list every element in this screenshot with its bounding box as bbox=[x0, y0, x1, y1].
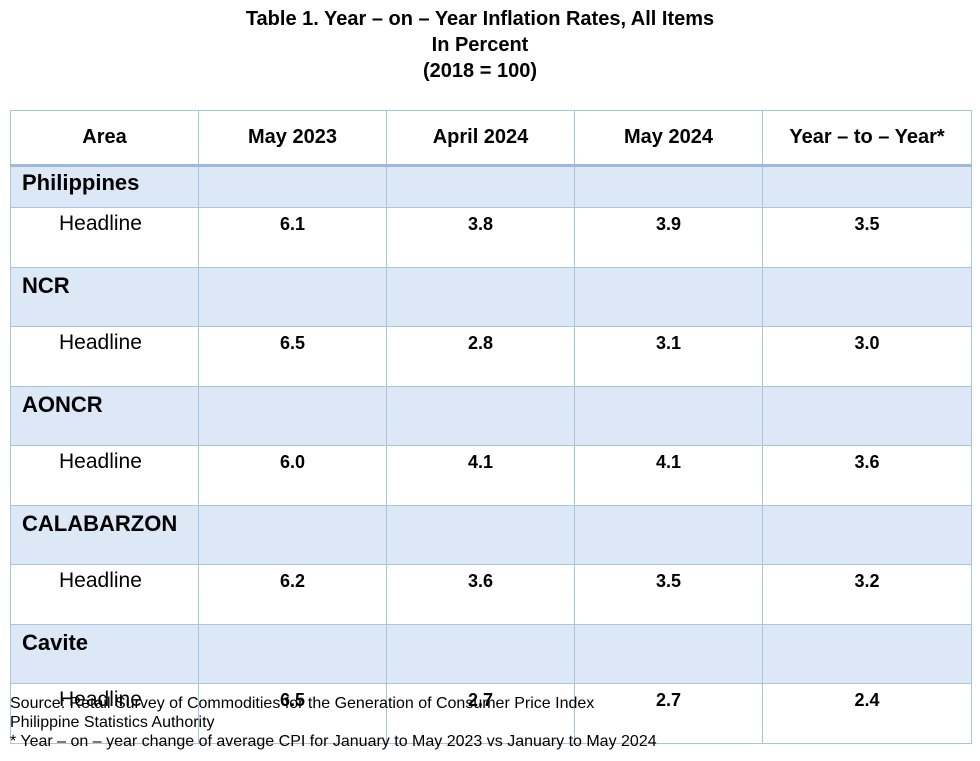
headline-row-ncr: Headline 6.5 2.8 3.1 3.0 bbox=[10, 326, 972, 387]
empty-cell bbox=[198, 165, 387, 208]
value-may-2023: 6.2 bbox=[198, 564, 387, 625]
empty-cell bbox=[762, 505, 972, 565]
table-notes: Source: Retail Survey of Commodities for… bbox=[10, 694, 657, 751]
empty-cell bbox=[386, 267, 575, 327]
region-row-calabarzon: CALABARZON bbox=[10, 505, 972, 565]
value-april-2024: 2.8 bbox=[386, 326, 575, 387]
region-name: AONCR bbox=[10, 386, 199, 446]
headline-label: Headline bbox=[10, 326, 199, 387]
empty-cell bbox=[762, 267, 972, 327]
headline-row-calabarzon: Headline 6.2 3.6 3.5 3.2 bbox=[10, 564, 972, 625]
value-may-2024: 3.9 bbox=[574, 207, 763, 268]
empty-cell bbox=[574, 386, 763, 446]
value-may-2023: 6.5 bbox=[198, 326, 387, 387]
headline-label: Headline bbox=[10, 564, 199, 625]
title-line-3: (2018 = 100) bbox=[423, 60, 537, 82]
headline-label: Headline bbox=[10, 207, 199, 268]
value-year-to-year: 3.6 bbox=[762, 445, 972, 506]
title-line-1: Table 1. Year – on – Year Inflation Rate… bbox=[245, 8, 715, 30]
title-line-2: In Percent bbox=[431, 34, 529, 56]
header-row: Area May 2023 April 2024 May 2024 Year –… bbox=[10, 110, 972, 167]
region-name: Philippines bbox=[10, 165, 199, 208]
empty-cell bbox=[386, 165, 575, 208]
empty-cell bbox=[574, 267, 763, 327]
footnote: * Year – on – year change of average CPI… bbox=[10, 733, 657, 750]
region-row-cavite: Cavite bbox=[10, 624, 972, 684]
source-note: Source: Retail Survey of Commodities for… bbox=[10, 695, 595, 712]
region-row-ncr: NCR bbox=[10, 267, 972, 327]
headline-row-cavite: Headline 6.5 2.7 2.7 2.4 bbox=[10, 683, 972, 744]
value-april-2024: 3.6 bbox=[386, 564, 575, 625]
value-april-2024: 3.8 bbox=[386, 207, 575, 268]
value-may-2024: 3.1 bbox=[574, 326, 763, 387]
header-may-2024: May 2024 bbox=[574, 110, 763, 167]
value-april-2024: 4.1 bbox=[386, 445, 575, 506]
region-row-philippines: Philippines bbox=[10, 165, 972, 208]
empty-cell bbox=[386, 505, 575, 565]
empty-cell bbox=[198, 267, 387, 327]
value-may-2023: 6.1 bbox=[198, 207, 387, 268]
empty-cell bbox=[198, 505, 387, 565]
headline-label: Headline bbox=[10, 683, 199, 744]
empty-cell bbox=[386, 624, 575, 684]
authority-note: Philippine Statistics Authority bbox=[10, 714, 215, 731]
value-year-to-year: 2.4 bbox=[762, 683, 972, 744]
header-may-2023: May 2023 bbox=[198, 110, 387, 167]
value-year-to-year: 3.2 bbox=[762, 564, 972, 625]
value-may-2024: 3.5 bbox=[574, 564, 763, 625]
value-april-2024: 2.7 bbox=[386, 683, 575, 744]
empty-cell bbox=[762, 386, 972, 446]
header-april-2024: April 2024 bbox=[386, 110, 575, 167]
value-may-2024: 2.7 bbox=[574, 683, 763, 744]
region-name: CALABARZON bbox=[10, 505, 199, 565]
region-name: Cavite bbox=[10, 624, 199, 684]
header-area: Area bbox=[10, 110, 199, 167]
empty-cell bbox=[574, 624, 763, 684]
region-name: NCR bbox=[10, 267, 199, 327]
value-may-2023: 6.0 bbox=[198, 445, 387, 506]
empty-cell bbox=[762, 165, 972, 208]
value-year-to-year: 3.0 bbox=[762, 326, 972, 387]
empty-cell bbox=[574, 165, 763, 208]
value-year-to-year: 3.5 bbox=[762, 207, 972, 268]
headline-row-philippines: Headline 6.1 3.8 3.9 3.5 bbox=[10, 207, 972, 268]
empty-cell bbox=[198, 386, 387, 446]
empty-cell bbox=[574, 505, 763, 565]
inflation-table: Area May 2023 April 2024 May 2024 Year –… bbox=[10, 110, 972, 744]
value-may-2024: 4.1 bbox=[574, 445, 763, 506]
empty-cell bbox=[198, 624, 387, 684]
empty-cell bbox=[762, 624, 972, 684]
empty-cell bbox=[386, 386, 575, 446]
header-year-to-year: Year – to – Year* bbox=[762, 110, 972, 167]
headline-row-aoncr: Headline 6.0 4.1 4.1 3.6 bbox=[10, 445, 972, 506]
table-title: Table 1. Year – on – Year Inflation Rate… bbox=[0, 6, 960, 84]
region-row-aoncr: AONCR bbox=[10, 386, 972, 446]
headline-label: Headline bbox=[10, 445, 199, 506]
